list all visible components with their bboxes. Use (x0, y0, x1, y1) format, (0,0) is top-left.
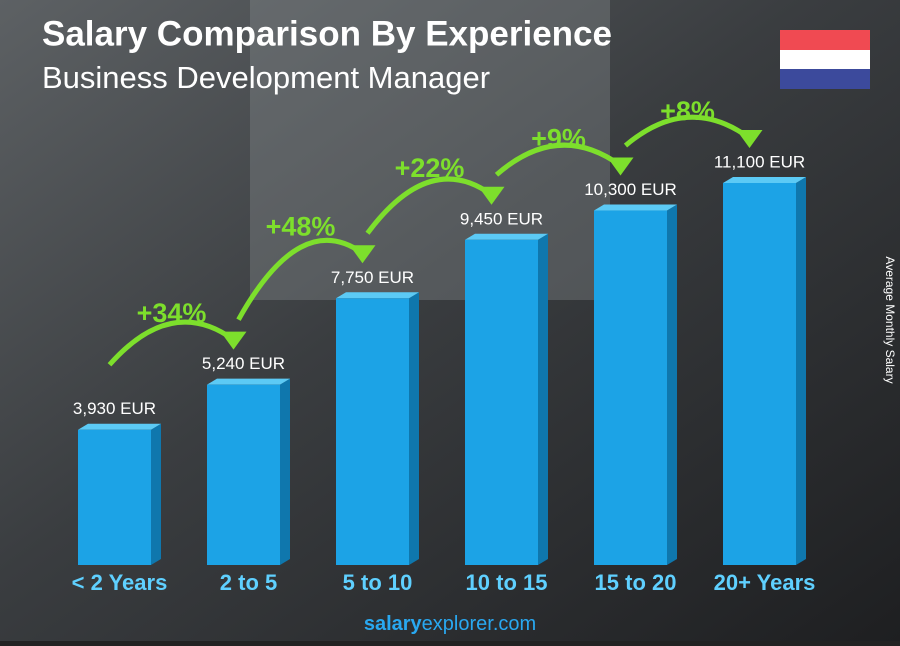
change-label: +48% (266, 211, 336, 241)
change-arrow (365, 176, 493, 235)
bar (336, 298, 409, 565)
bar-side (796, 177, 806, 565)
x-tick-label: < 2 Years (72, 570, 168, 595)
bar (78, 429, 151, 565)
flag-white (780, 50, 870, 69)
bar-side (667, 204, 677, 565)
flag-red (780, 30, 870, 50)
bar (594, 210, 667, 565)
x-tick-label: 2 to 5 (220, 570, 277, 595)
bar-side (151, 423, 161, 565)
bar-side (409, 292, 419, 565)
flag-blue (780, 69, 870, 89)
bar-top (594, 204, 677, 211)
change-arrow (236, 237, 364, 321)
change-label: +22% (395, 153, 465, 183)
flag (780, 30, 870, 89)
change-arrow (494, 142, 622, 177)
bar-side (538, 233, 548, 565)
value-label: 7,750 EUR (331, 268, 414, 287)
x-tick-label: 20+ Years (714, 570, 816, 595)
bar-top (336, 292, 419, 299)
value-label: 3,930 EUR (73, 399, 156, 418)
footer: salaryexplorer.com (364, 613, 536, 635)
x-tick-label: 10 to 15 (466, 570, 548, 595)
bar-top (723, 177, 806, 183)
value-label: 9,450 EUR (460, 209, 543, 228)
window-light (250, 0, 610, 300)
change-arrowhead (220, 331, 247, 350)
bar (207, 384, 280, 565)
x-tick-label: 15 to 20 (595, 570, 677, 595)
change-arrow (107, 319, 235, 367)
value-label: 11,100 EUR (714, 152, 805, 171)
change-label: +8% (660, 96, 715, 126)
footer-domain: explorer.com (422, 613, 537, 635)
change-arrowhead (607, 157, 634, 176)
value-label: 10,300 EUR (584, 180, 677, 199)
change-label: +34% (137, 298, 207, 328)
chart-title: Salary Comparison By Experience (42, 14, 612, 53)
footer-brand: salary (364, 613, 423, 635)
change-label: +9% (531, 124, 586, 154)
bar (465, 239, 538, 565)
x-tick-label: 5 to 10 (343, 570, 413, 595)
chart-subtitle: Business Development Manager (42, 60, 490, 95)
change-arrowhead (736, 130, 763, 148)
bar (723, 183, 796, 565)
change-arrowhead (349, 245, 376, 264)
value-label: 5,240 EUR (202, 354, 285, 373)
bar-top (207, 378, 290, 385)
y-axis-label: Average Monthly Salary (883, 256, 897, 383)
change-arrow (623, 114, 751, 148)
bar-top (78, 423, 161, 430)
bar-side (280, 378, 290, 565)
bar-top (465, 233, 548, 240)
change-arrowhead (478, 186, 505, 205)
